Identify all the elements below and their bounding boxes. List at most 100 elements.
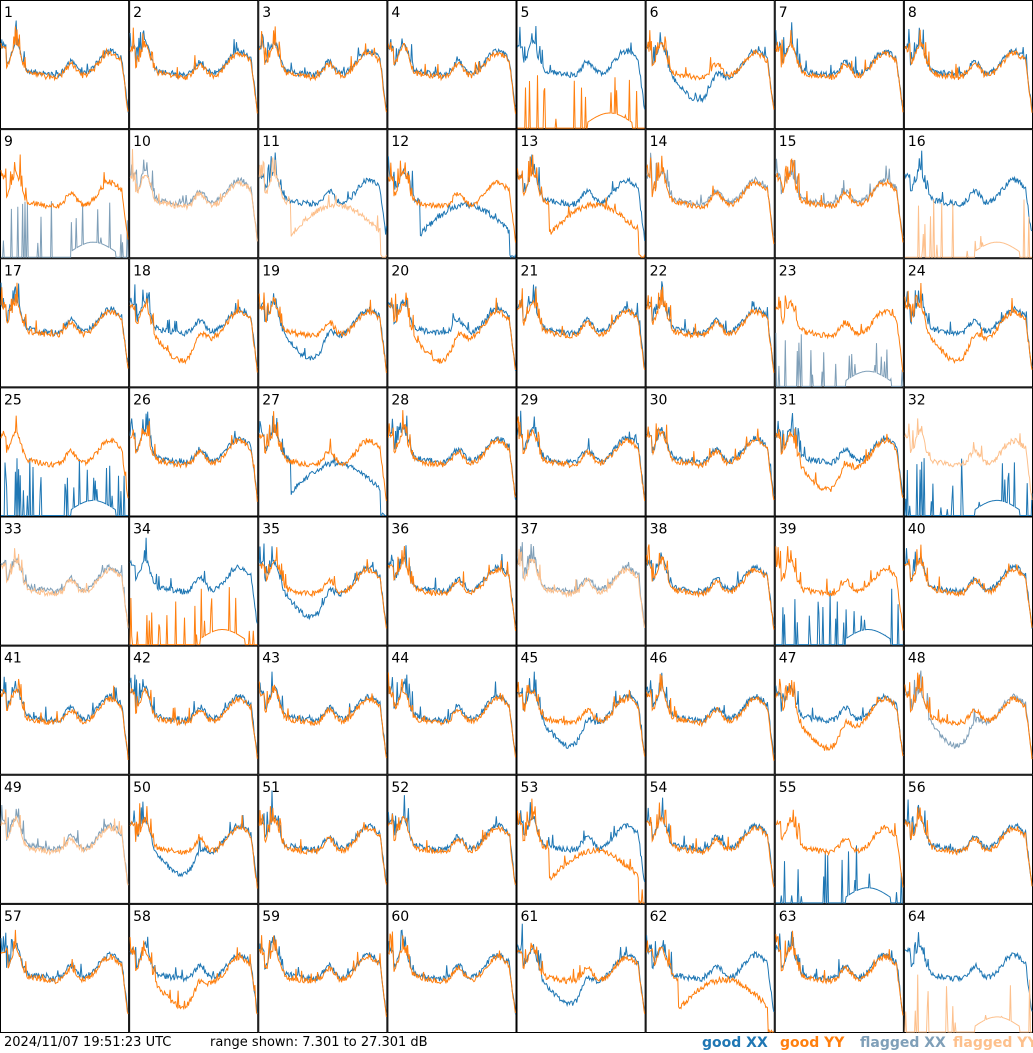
panel-41: 41 bbox=[0, 645, 130, 775]
panel-frame bbox=[258, 0, 388, 130]
series-yy bbox=[517, 288, 646, 371]
panel-label: 32 bbox=[908, 392, 926, 408]
panel-51: 51 bbox=[258, 774, 388, 904]
panel-frame bbox=[258, 774, 388, 904]
panel-16: 16 bbox=[903, 129, 1033, 259]
panel-label: 10 bbox=[133, 134, 151, 150]
legend-flagged-yy: flagged YY bbox=[953, 1035, 1033, 1051]
panel-32: 32 bbox=[903, 387, 1033, 517]
panel-35: 35 bbox=[258, 516, 388, 646]
panel-39: 39 bbox=[774, 516, 904, 646]
panel-58: 58 bbox=[129, 903, 259, 1033]
series-yy bbox=[904, 807, 1033, 887]
panel-label: 23 bbox=[779, 263, 797, 279]
panel-label: 60 bbox=[391, 909, 409, 925]
series-yy bbox=[387, 545, 516, 631]
panel-label: 29 bbox=[521, 392, 539, 408]
panel-label: 39 bbox=[779, 522, 797, 538]
series-yy bbox=[258, 681, 387, 759]
panel-label: 16 bbox=[908, 134, 926, 150]
panel-29: 29 bbox=[516, 387, 646, 517]
series-xx bbox=[258, 152, 387, 235]
legend-flagged-xx: flagged XX bbox=[860, 1035, 946, 1051]
panel-label: 46 bbox=[650, 651, 668, 667]
series-yy bbox=[387, 292, 516, 370]
panel-frame bbox=[903, 0, 1033, 130]
series-xx bbox=[129, 537, 258, 624]
panel-59: 59 bbox=[258, 903, 388, 1033]
panel-5: 5 bbox=[516, 0, 646, 130]
panel-37: 37 bbox=[516, 516, 646, 646]
panel-frame bbox=[129, 387, 259, 517]
panel-label: 3 bbox=[262, 5, 271, 21]
series-yy bbox=[129, 803, 258, 889]
panel-label: 20 bbox=[391, 263, 409, 279]
series-xx bbox=[388, 674, 516, 756]
panel-49: 49 bbox=[0, 774, 130, 904]
panel-frame bbox=[258, 129, 388, 259]
panel-frame bbox=[387, 645, 517, 775]
panel-frame bbox=[258, 645, 388, 775]
panel-frame bbox=[129, 129, 259, 259]
panel-13: 13 bbox=[516, 129, 646, 259]
panel-label: 28 bbox=[391, 392, 409, 408]
panel-64: 64 bbox=[903, 903, 1033, 1033]
panel-frame bbox=[516, 516, 646, 646]
panel-label: 35 bbox=[262, 522, 280, 538]
series-yy bbox=[0, 678, 129, 761]
series-yy bbox=[129, 27, 258, 114]
series-yy bbox=[904, 672, 1033, 760]
series-yy bbox=[775, 295, 904, 373]
panel-15: 15 bbox=[774, 129, 904, 259]
series-yy bbox=[0, 548, 129, 628]
panel-14: 14 bbox=[645, 129, 775, 259]
series-yy bbox=[258, 806, 387, 885]
series-yy bbox=[517, 798, 645, 904]
panel-frame bbox=[387, 387, 517, 517]
panel-62: 62 bbox=[645, 903, 775, 1033]
panel-frame bbox=[645, 129, 775, 259]
panel-frame bbox=[645, 774, 775, 904]
panel-frame bbox=[0, 258, 130, 388]
series-yy bbox=[387, 672, 516, 758]
series-yy bbox=[387, 813, 516, 886]
panel-label: 17 bbox=[4, 263, 22, 279]
panel-6: 6 bbox=[645, 0, 775, 130]
panel-36: 36 bbox=[387, 516, 517, 646]
panel-label: 61 bbox=[521, 909, 539, 925]
panel-label: 63 bbox=[779, 909, 797, 925]
panel-label: 45 bbox=[521, 651, 539, 667]
panel-11: 11 bbox=[258, 129, 388, 259]
series-xx bbox=[904, 290, 1033, 368]
panel-57: 57 bbox=[0, 903, 130, 1033]
panel-label: 21 bbox=[521, 263, 539, 279]
panel-frame bbox=[129, 0, 259, 130]
series-xx bbox=[258, 790, 387, 882]
panel-label: 31 bbox=[779, 392, 797, 408]
series-yy bbox=[517, 942, 646, 1014]
series-yy bbox=[775, 546, 904, 631]
series-yy bbox=[646, 544, 775, 630]
panel-label: 52 bbox=[391, 780, 409, 796]
panel-frame bbox=[774, 129, 904, 259]
panel-label: 1 bbox=[4, 5, 13, 21]
panel-label: 56 bbox=[908, 780, 926, 796]
series-yy bbox=[775, 678, 904, 757]
series-yy bbox=[646, 802, 775, 888]
series-yy bbox=[517, 681, 646, 757]
panel-45: 45 bbox=[516, 645, 646, 775]
footer-bar: 2024/11/07 19:51:23 UTC range shown: 7.3… bbox=[0, 1033, 1033, 1053]
series-yy bbox=[775, 809, 904, 888]
panel-label: 25 bbox=[4, 392, 22, 408]
series-yy bbox=[258, 26, 387, 113]
range-label: range shown: 7.301 to 27.301 dB bbox=[210, 1035, 428, 1050]
panel-10: 10 bbox=[129, 129, 259, 259]
panel-19: 19 bbox=[258, 258, 388, 388]
panel-label: 27 bbox=[262, 392, 280, 408]
panel-34: 34 bbox=[129, 516, 259, 646]
series-yy bbox=[646, 940, 775, 1033]
series-xx bbox=[258, 935, 387, 1014]
series-yy bbox=[775, 930, 904, 1016]
series-yy bbox=[0, 929, 129, 1015]
series-yy bbox=[646, 30, 775, 110]
